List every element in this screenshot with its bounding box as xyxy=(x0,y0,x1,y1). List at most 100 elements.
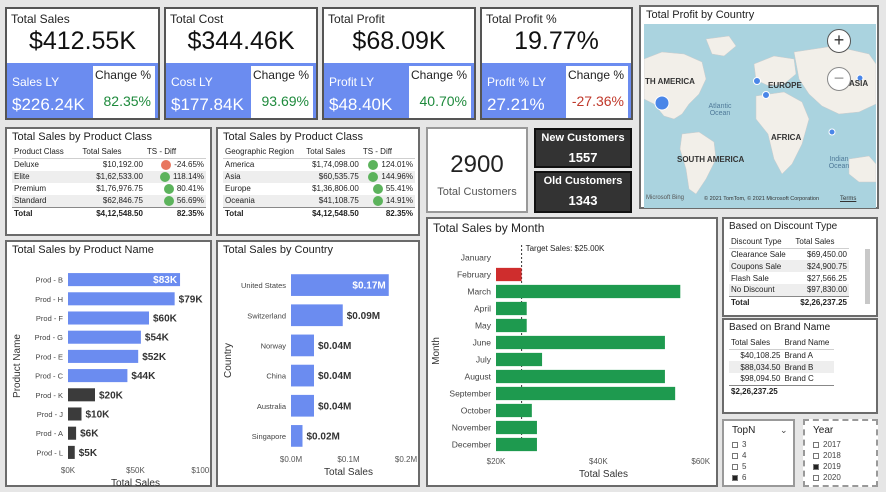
bar[interactable] xyxy=(496,335,665,350)
scrollbar[interactable] xyxy=(865,249,870,304)
bar[interactable] xyxy=(291,304,343,327)
slicer-item[interactable]: 4 xyxy=(732,451,746,460)
checkbox-icon[interactable] xyxy=(732,474,738,481)
table-row[interactable]: No Discount $97,830.00 xyxy=(729,284,849,296)
bar[interactable] xyxy=(68,273,181,287)
slicer-item[interactable]: 6 xyxy=(732,473,746,482)
chevron-down-icon[interactable]: ⌄ xyxy=(780,425,788,435)
table-row[interactable]: $88,034.50 Brand B xyxy=(729,361,834,373)
slicer-item-label: 2020 xyxy=(823,473,841,482)
month-chart[interactable]: Target Sales: $25.00K January February Marc… xyxy=(428,235,716,485)
table-row[interactable]: Deluxe $10,192.00 -24.65% xyxy=(12,158,206,171)
table-row[interactable]: $98,094.50 Brand C xyxy=(729,373,834,385)
col-header[interactable]: Total Sales xyxy=(729,337,783,350)
checkbox-icon[interactable] xyxy=(732,452,738,459)
bar[interactable] xyxy=(496,318,527,333)
bar[interactable] xyxy=(496,437,537,452)
status-dot-icon xyxy=(163,195,174,206)
us-bubble xyxy=(654,95,670,111)
checkbox-icon[interactable] xyxy=(813,474,819,481)
table-row[interactable]: Coupons Sale $24,900.75 xyxy=(729,260,849,272)
bar[interactable] xyxy=(68,445,75,459)
bar[interactable] xyxy=(68,330,141,344)
bar[interactable] xyxy=(291,274,389,296)
bar[interactable] xyxy=(496,420,537,435)
col-header[interactable]: TS - Diff xyxy=(360,146,415,159)
table-row[interactable]: Oceania $41,108.75 14.91% xyxy=(223,194,415,207)
slicer-item[interactable]: 2017 xyxy=(813,440,841,449)
col-header[interactable]: Product Class xyxy=(12,146,81,159)
total-customers-value: 2900 xyxy=(450,151,504,178)
data-label: $20K xyxy=(99,390,124,401)
bar[interactable] xyxy=(68,407,82,421)
bar[interactable] xyxy=(496,369,665,384)
table-row[interactable]: Premium $1,76,976.75 80.41% xyxy=(12,183,206,195)
bar[interactable] xyxy=(291,425,303,447)
table-row[interactable]: Flash Sale $27,566.25 xyxy=(729,272,849,284)
checkbox-icon[interactable] xyxy=(813,463,819,470)
table-cell: Brand C xyxy=(784,374,814,384)
country-chart[interactable]: United States $0.17M Switzerland $0.09M Norw… xyxy=(218,256,418,486)
bar[interactable] xyxy=(496,284,681,299)
bar[interactable] xyxy=(291,394,314,417)
row-diff: 144.96% xyxy=(381,171,413,181)
bar[interactable] xyxy=(291,364,314,387)
col-header[interactable]: Discount Type xyxy=(729,236,794,249)
col-header[interactable]: Total Sales xyxy=(793,236,849,249)
slicer-item[interactable]: 2020 xyxy=(813,473,841,482)
product-name-chart[interactable]: Prod - B $83K Prod - H $79K Prod - F $60K Prod… xyxy=(7,256,210,486)
row-sales: $62,846.75 xyxy=(80,194,145,207)
col-header[interactable]: Geographic Region xyxy=(223,146,305,159)
slicer-item[interactable]: 5 xyxy=(732,462,746,471)
data-label: $79K xyxy=(179,294,204,305)
col-header[interactable]: TS - Diff xyxy=(144,146,206,159)
table-row[interactable]: America $1,74,098.00 124.01% xyxy=(223,158,415,171)
col-header[interactable]: Brand Name xyxy=(782,337,834,350)
table-row[interactable]: Elite $1,62,533.00 118.14% xyxy=(12,170,206,183)
table-row[interactable]: Europe $1,36,806.00 55.41% xyxy=(223,183,415,195)
bar[interactable] xyxy=(291,334,314,357)
data-label: $0.04M xyxy=(318,371,351,382)
bar[interactable] xyxy=(68,292,175,306)
zoom-out-button[interactable]: − xyxy=(827,67,851,91)
table-row[interactable]: Clearance Sale $69,450.00 xyxy=(729,248,849,260)
map-terms-link[interactable]: Terms xyxy=(840,196,857,202)
bar[interactable] xyxy=(496,301,527,316)
bar[interactable] xyxy=(68,388,95,402)
checkbox-icon[interactable] xyxy=(813,441,819,448)
data-label: $0.09M xyxy=(347,311,380,322)
bar[interactable] xyxy=(68,369,128,383)
checkbox-icon[interactable] xyxy=(732,441,738,448)
slicer-item[interactable]: 2018 xyxy=(813,451,841,460)
bar[interactable] xyxy=(496,386,676,401)
data-label: $52K xyxy=(142,352,167,363)
data-label: $83K xyxy=(153,275,178,286)
zoom-in-button[interactable]: + xyxy=(827,29,851,53)
x-tick-label: $0.1M xyxy=(337,455,360,464)
bar[interactable] xyxy=(68,311,149,325)
switzerland-bubble xyxy=(753,77,761,85)
world-map[interactable] xyxy=(644,24,876,208)
x-tick-label: $0.2M xyxy=(395,455,418,464)
bar[interactable] xyxy=(496,267,522,282)
row-name: Asia xyxy=(223,170,305,183)
total-cell: $2,26,237.25 xyxy=(793,295,849,308)
bar[interactable] xyxy=(68,426,77,440)
slicer-item-label: 2019 xyxy=(823,462,841,471)
product-class-table-card: Total Sales by Product Class Product Cla… xyxy=(5,127,212,236)
checkbox-icon[interactable] xyxy=(813,452,819,459)
row-name: Europe xyxy=(225,184,251,193)
table-row[interactable]: Standard $62,846.75 56.69% xyxy=(12,194,206,207)
checkbox-icon[interactable] xyxy=(732,463,738,470)
slicer-item[interactable]: 2019 xyxy=(813,462,841,471)
table-row[interactable]: Asia $60,535.75 144.96% xyxy=(223,170,415,183)
bar[interactable] xyxy=(496,403,532,418)
table-row[interactable]: $40,108.25 Brand A xyxy=(729,349,834,361)
row-diff: -24.65% xyxy=(174,159,204,169)
slicer-item[interactable]: 3 xyxy=(732,440,746,449)
col-header[interactable]: Total Sales xyxy=(80,146,145,159)
x-tick-label: $50K xyxy=(126,466,145,475)
bar[interactable] xyxy=(496,352,543,367)
bar[interactable] xyxy=(68,349,139,363)
col-header[interactable]: Total Sales xyxy=(304,146,361,159)
